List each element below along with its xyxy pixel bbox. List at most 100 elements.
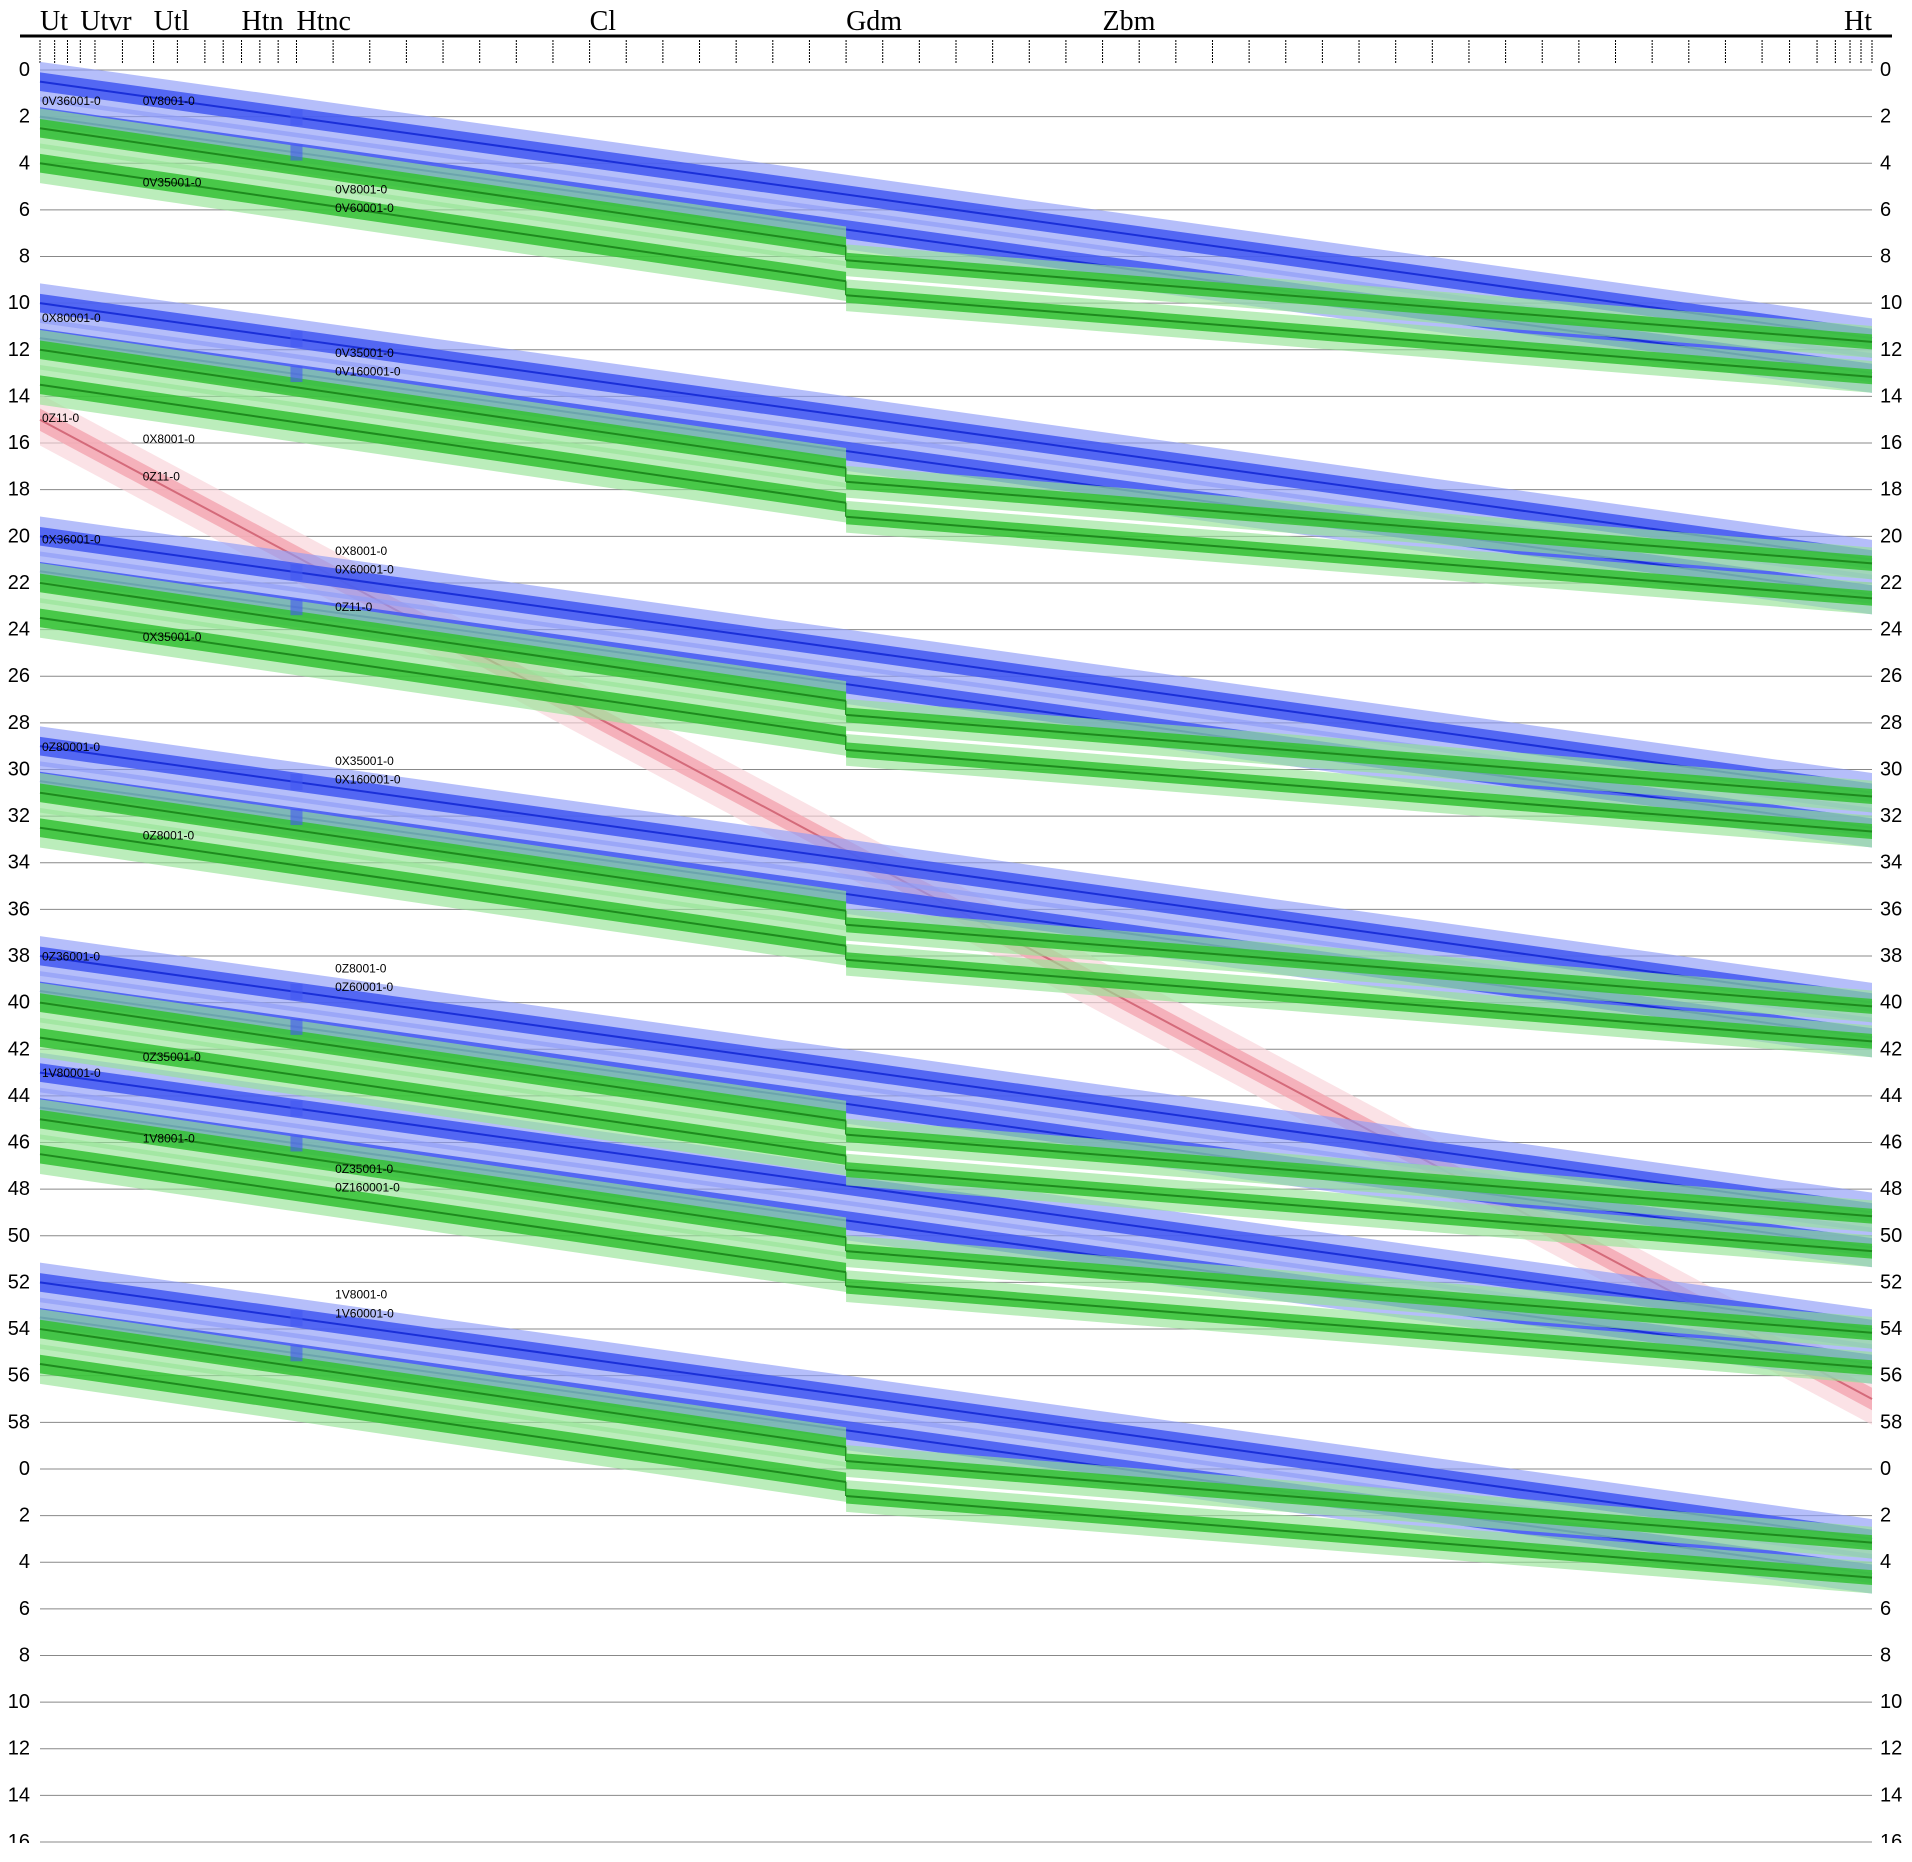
station-tick <box>736 55 737 57</box>
station-tick <box>1542 40 1543 42</box>
train-id-label: 1V60001-0 <box>335 1306 394 1320</box>
station-tick <box>1817 46 1818 48</box>
y-axis-right-label: 56 <box>1880 1365 1902 1387</box>
station-tick <box>443 52 444 54</box>
station-tick <box>67 49 68 51</box>
station-tick <box>80 61 81 63</box>
station-tick <box>94 58 95 60</box>
station-tick <box>1688 46 1689 48</box>
station-tick <box>772 52 773 54</box>
station-label-Ht: Ht <box>1844 6 1872 37</box>
station-tick <box>204 43 205 45</box>
station-label-Htn: Htn <box>242 6 284 37</box>
train-id-label: 0V36001-0 <box>42 94 101 108</box>
station-tick <box>479 61 480 63</box>
y-axis-left-label: 0 <box>19 1458 30 1480</box>
station-tick <box>626 61 627 63</box>
train-id-label: 1V80001-0 <box>42 1066 101 1080</box>
station-tick <box>177 61 178 63</box>
station-tick <box>278 55 279 57</box>
y-axis-right-label: 50 <box>1880 1225 1902 1247</box>
station-tick <box>1615 61 1616 63</box>
station-tick <box>1395 61 1396 63</box>
station-tick <box>122 55 123 57</box>
station-tick <box>1029 43 1030 45</box>
station-tick <box>1652 49 1653 51</box>
station-tick <box>204 49 205 51</box>
station-tick <box>1578 58 1579 60</box>
station-tick <box>333 49 334 51</box>
station-tick <box>1872 40 1873 42</box>
station-tick <box>919 43 920 45</box>
station-tick <box>846 61 847 63</box>
station-tick <box>552 58 553 60</box>
train-id-label: 0X60001-0 <box>335 563 394 577</box>
station-tick <box>1817 40 1818 42</box>
station-tick <box>1065 52 1066 54</box>
station-tick <box>67 55 68 57</box>
station-tick <box>223 58 224 60</box>
station-tick <box>241 52 242 54</box>
station-tick <box>177 49 178 51</box>
station-tick <box>1652 46 1653 48</box>
station-tick <box>882 43 883 45</box>
train-id-label: 0Z35001-0 <box>143 1050 201 1064</box>
station-tick <box>1688 43 1689 45</box>
station-tick <box>54 58 55 60</box>
station-tick <box>1872 52 1873 54</box>
y-axis-right-label: 4 <box>1880 152 1891 174</box>
station-tick <box>406 46 407 48</box>
station-tick <box>992 46 993 48</box>
station-tick <box>699 58 700 60</box>
train-id-label: 0X8001-0 <box>335 544 387 558</box>
y-axis-right-label: 14 <box>1880 385 1902 407</box>
station-tick <box>369 55 370 57</box>
y-axis-right-label: 36 <box>1880 898 1902 920</box>
station-tick <box>1505 43 1506 45</box>
station-tick <box>1468 55 1469 57</box>
station-tick <box>278 49 279 51</box>
station-tick <box>204 58 205 60</box>
station-tick <box>1395 52 1396 54</box>
station-tick <box>278 43 279 45</box>
station-tick <box>80 52 81 54</box>
station-tick <box>1835 40 1836 42</box>
station-tick <box>1065 40 1066 42</box>
station-tick <box>1578 43 1579 45</box>
station-tick <box>1102 46 1103 48</box>
station-tick <box>516 40 517 42</box>
station-tick <box>1872 58 1873 60</box>
station-tick <box>809 43 810 45</box>
y-axis-right-label: 6 <box>1880 199 1891 221</box>
station-tick <box>552 61 553 63</box>
station-tick <box>992 52 993 54</box>
station-tick <box>882 49 883 51</box>
station-tick <box>1817 58 1818 60</box>
station-tick <box>1850 52 1851 54</box>
train-id-label: 0V8001-0 <box>335 183 387 197</box>
station-tick <box>1102 40 1103 42</box>
station-tick <box>1285 58 1286 60</box>
y-axis-left-label: 16 <box>8 432 30 454</box>
station-tick <box>54 40 55 42</box>
station-tick <box>259 55 260 57</box>
dwell-block <box>290 366 302 382</box>
station-tick <box>54 49 55 51</box>
station-tick <box>1725 49 1726 51</box>
train-id-label: 0V35001-0 <box>335 346 394 360</box>
y-axis-left-label: 2 <box>19 106 30 128</box>
y-axis-left-label: 54 <box>8 1318 30 1340</box>
station-tick <box>1817 61 1818 63</box>
y-axis-left-label: 2 <box>19 1505 30 1527</box>
station-tick <box>626 40 627 42</box>
station-tick <box>1322 46 1323 48</box>
station-tick <box>1468 40 1469 42</box>
station-tick <box>956 61 957 63</box>
station-tick <box>94 40 95 42</box>
station-tick <box>1285 40 1286 42</box>
station-tick <box>1789 52 1790 54</box>
y-axis-right-label: 12 <box>1880 339 1902 361</box>
station-tick <box>241 40 242 42</box>
station-tick <box>406 43 407 45</box>
station-tick <box>1139 46 1140 48</box>
